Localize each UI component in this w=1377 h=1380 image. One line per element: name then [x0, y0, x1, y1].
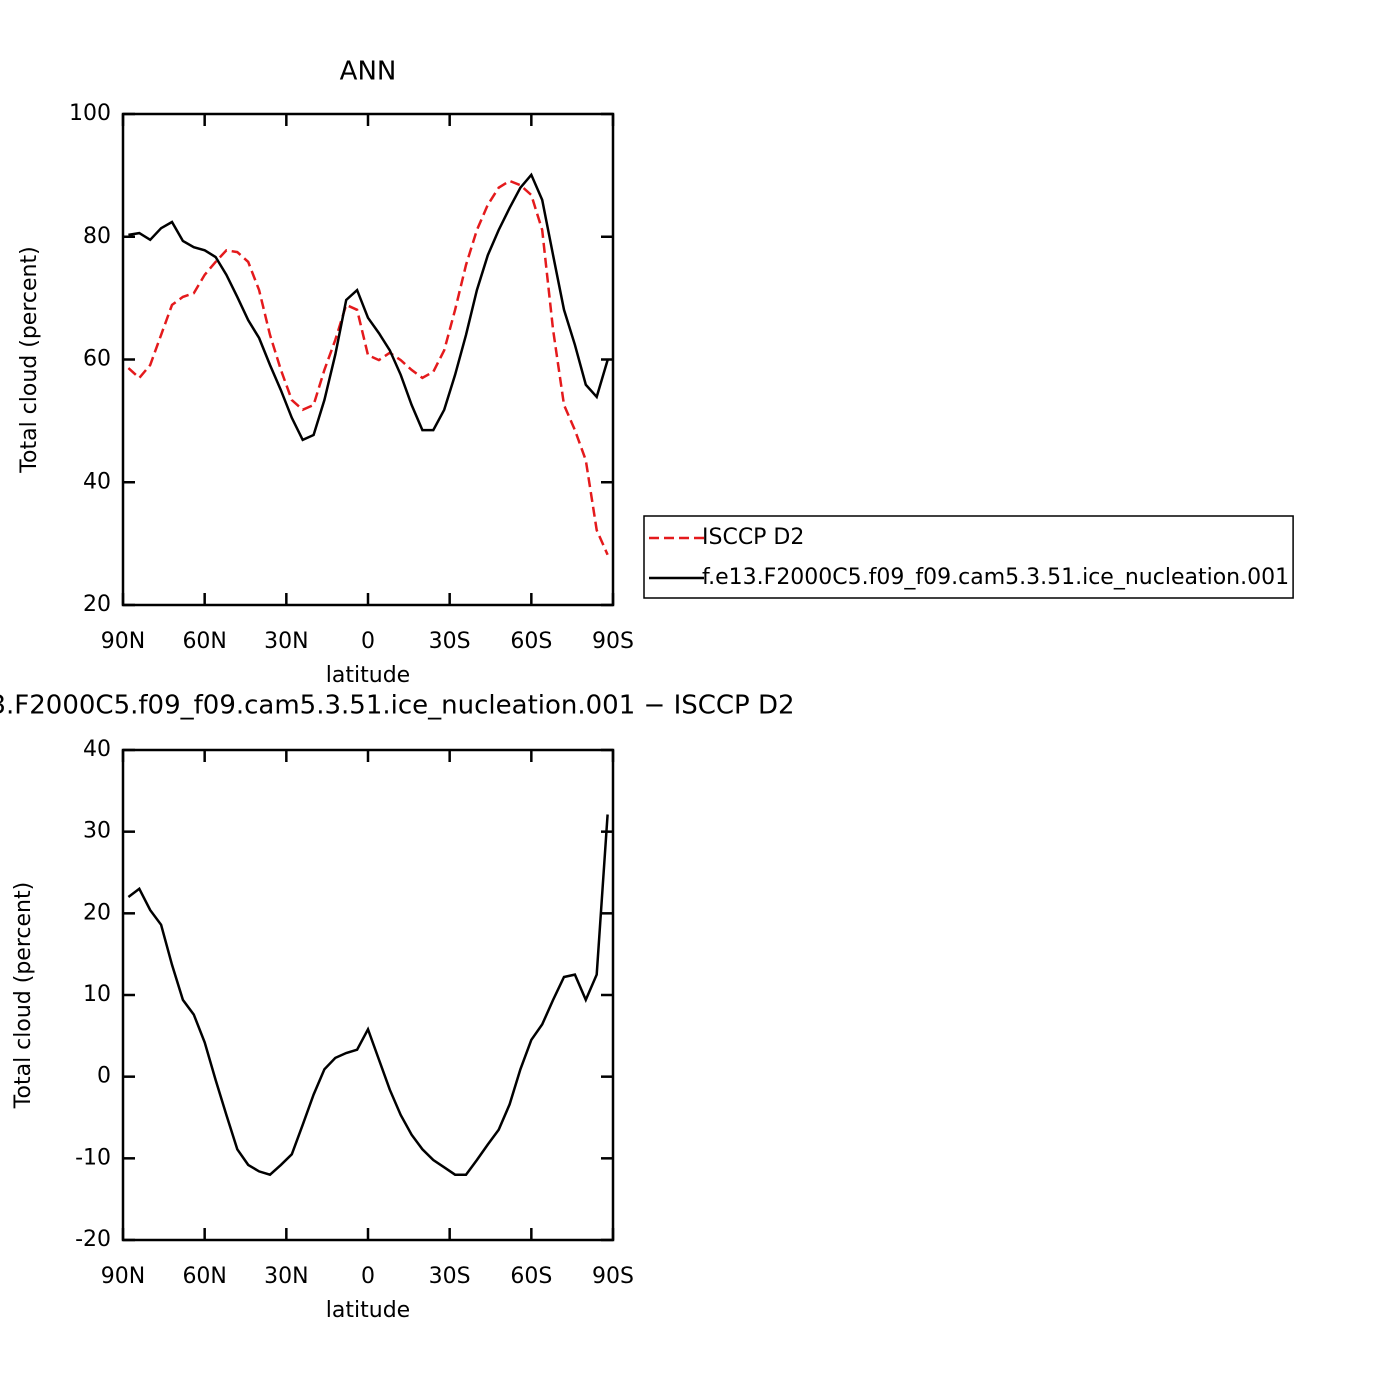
y-tick-label: 30 [83, 819, 111, 844]
legend-label: f.e13.F2000C5.f09_f09.cam5.3.51.ice_nucl… [702, 565, 1289, 590]
y-axis-label: Total cloud (percent) [17, 246, 42, 473]
y-tick-label: 80 [83, 224, 111, 249]
x-tick-label: 30N [264, 1264, 308, 1289]
chart-title: ANN [340, 57, 397, 87]
x-tick-label: 30N [264, 629, 308, 654]
y-axis-label: Total cloud (percent) [11, 882, 36, 1109]
x-tick-label: 0 [361, 1264, 375, 1289]
x-axis-label: latitude [326, 663, 410, 688]
y-tick-label: -10 [75, 1145, 111, 1170]
y-tick-label: -20 [75, 1227, 111, 1252]
legend-label: ISCCP D2 [702, 525, 804, 550]
y-tick-label: 40 [83, 469, 111, 494]
data-line [128, 172, 609, 442]
y-tick-label: 40 [83, 737, 111, 762]
x-tick-label: 60S [510, 629, 552, 654]
x-axis-label: latitude [326, 1298, 410, 1323]
x-tick-label: 90S [592, 1264, 634, 1289]
legend-frame [643, 515, 1294, 599]
x-tick-label: 90N [101, 1264, 145, 1289]
y-tick-label: 0 [97, 1064, 111, 1089]
data-line [127, 179, 609, 556]
plot-frame [121, 112, 615, 607]
data-line [127, 814, 609, 1177]
x-tick-label: 90N [101, 629, 145, 654]
plot-frame [121, 748, 615, 1242]
x-tick-label: 30S [429, 629, 471, 654]
x-tick-label: 90S [592, 629, 634, 654]
chart-title: f.e13.F2000C5.f09_f09.cam5.3.51.ice_nucl… [0, 691, 795, 721]
x-tick-label: 30S [429, 1264, 471, 1289]
y-tick-label: 20 [83, 900, 111, 925]
y-tick-label: 100 [69, 101, 111, 126]
y-tick-label: 10 [83, 982, 111, 1007]
x-tick-label: 0 [361, 629, 375, 654]
x-tick-label: 60N [182, 629, 226, 654]
x-tick-label: 60S [510, 1264, 552, 1289]
x-tick-label: 60N [182, 1264, 226, 1289]
y-tick-label: 20 [83, 592, 111, 617]
y-tick-label: 60 [83, 347, 111, 372]
